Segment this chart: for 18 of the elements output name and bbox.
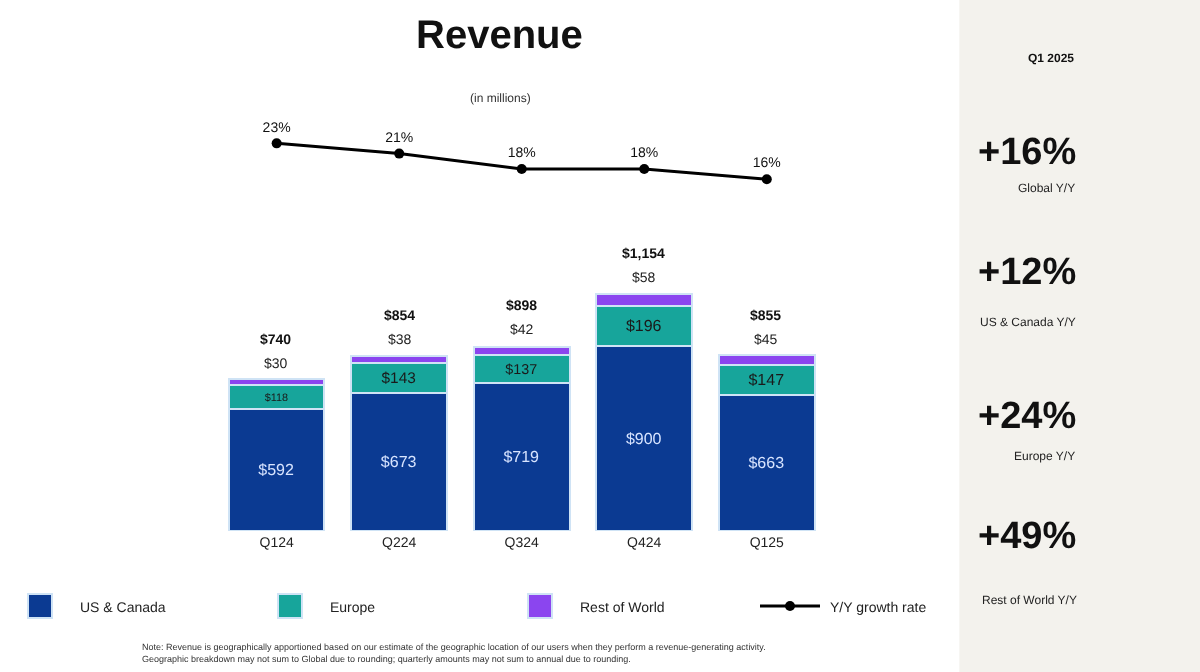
chart-title: Revenue [416, 14, 583, 58]
text: +49% [978, 516, 1077, 558]
point [761, 174, 772, 185]
data-label: $673 [380, 452, 418, 471]
point [271, 138, 282, 149]
data-label: $592 [258, 461, 296, 480]
data-label: $147 [748, 370, 786, 389]
data-label: $196 [625, 317, 663, 336]
text: +16% [978, 132, 1077, 174]
data-label: $900 [625, 429, 663, 448]
data-label: $663 [748, 453, 786, 472]
text: +24% [978, 396, 1077, 438]
data-label: $143 [381, 368, 416, 387]
text: +12% [978, 252, 1077, 294]
data-label: $719 [503, 448, 541, 467]
point [639, 163, 650, 174]
point [394, 148, 405, 159]
point [516, 163, 527, 174]
